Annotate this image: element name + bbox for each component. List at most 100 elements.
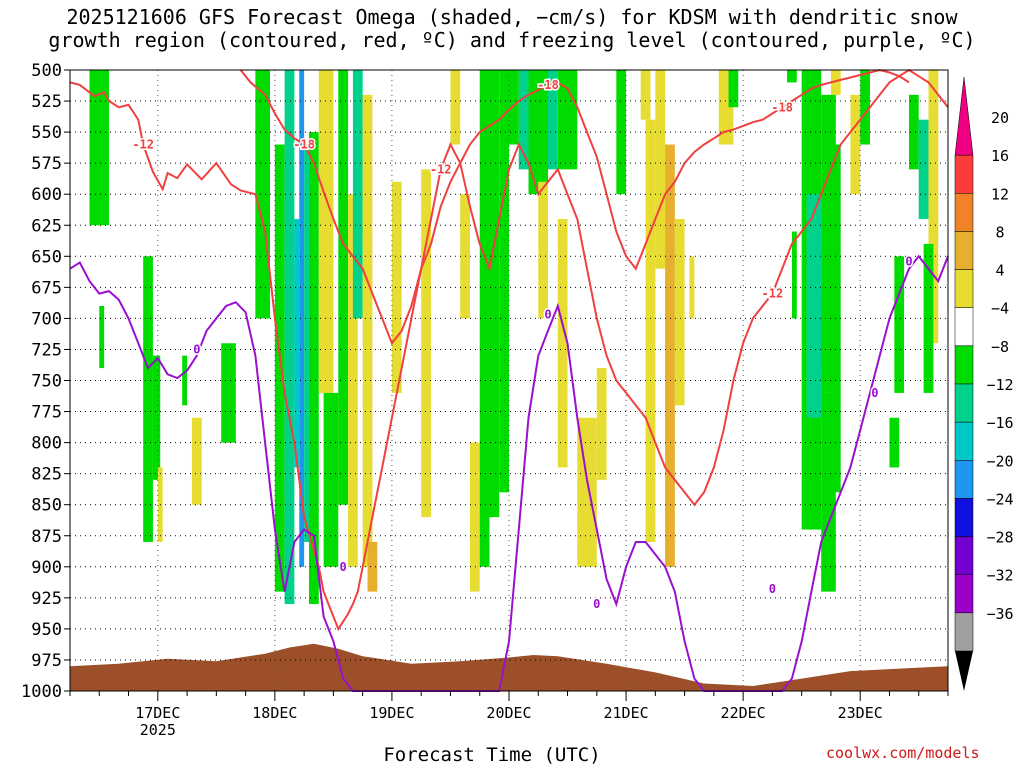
colorbar-label-0: 20 xyxy=(991,109,1009,127)
x-tick-label-18DEC: 18DEC xyxy=(252,704,297,722)
x-tick-label-21DEC: 21DEC xyxy=(603,704,648,722)
omega-cell-58 xyxy=(860,70,870,145)
colorbar-label-9: −20 xyxy=(986,452,1013,470)
dendritic-contour-label-0-1: -12 xyxy=(430,162,452,176)
x-tick-label-22DEC: 22DEC xyxy=(721,704,766,722)
colorbar-segment-4 xyxy=(954,269,974,308)
colorbar-over-arrow xyxy=(954,76,974,156)
x-tick-sublabel-17DEC: 2025 xyxy=(140,721,176,739)
omega-cell-34 xyxy=(557,70,578,170)
omega-cell-30 xyxy=(509,70,519,145)
terrain-layer xyxy=(70,643,948,691)
omega-cell-62 xyxy=(918,119,929,220)
omega-cell-38 xyxy=(596,368,607,480)
colorbar-label-13: −36 xyxy=(986,605,1013,623)
omega-cell-11 xyxy=(294,219,300,468)
omega-cell-22 xyxy=(391,181,402,393)
omega-cell-15 xyxy=(318,70,334,393)
omega-cell-19 xyxy=(352,70,363,319)
freezing-level-label-3: 0 xyxy=(769,582,776,596)
omega-cell-29 xyxy=(499,70,509,493)
omega-cell-17 xyxy=(338,70,349,505)
colorbar-segment-7 xyxy=(954,383,974,423)
omega-cell-64 xyxy=(923,243,934,393)
colorbar-label-12: −32 xyxy=(986,567,1013,585)
y-tick-label-750: 750 xyxy=(31,372,62,392)
omega-cell-27 xyxy=(479,70,490,567)
omega-cell-39 xyxy=(616,70,627,195)
colorbar-label-4: 4 xyxy=(995,262,1004,280)
dendritic-contour-label-0-2: -12 xyxy=(762,287,784,301)
omega-cell-35 xyxy=(538,181,549,319)
omega-cell-57 xyxy=(850,94,861,195)
colorbar-segment-3 xyxy=(954,231,974,270)
grid-layer xyxy=(70,70,948,691)
omega-cell-14 xyxy=(309,132,319,605)
colorbar-label-11: −28 xyxy=(986,529,1013,547)
dendritic-contour-label-1-2: -18 xyxy=(771,100,793,114)
y-tick-label-650: 650 xyxy=(31,247,62,267)
x-tick-label-19DEC: 19DEC xyxy=(369,704,414,722)
omega-cell-3 xyxy=(152,355,161,480)
colorbar-under-arrow xyxy=(955,651,973,691)
omega-cell-24 xyxy=(450,70,461,145)
freezing-level-label-4: 0 xyxy=(871,386,878,400)
chart-title-line-2: growth region (contoured, red, ºC) and f… xyxy=(48,28,976,52)
y-tick-label-800: 800 xyxy=(31,434,62,454)
omega-cell-47 xyxy=(728,70,739,108)
colorbar-segment-1 xyxy=(954,154,974,194)
omega-cell-23 xyxy=(421,169,431,518)
y-tick-label-875: 875 xyxy=(31,527,62,547)
y-tick-label-550: 550 xyxy=(31,123,62,143)
omega-cell-1 xyxy=(99,305,105,369)
omega-cell-18 xyxy=(348,194,358,567)
colorbar-segment-8 xyxy=(954,421,974,461)
omega-cell-28 xyxy=(489,70,500,518)
colorbar-segment-9 xyxy=(954,460,974,499)
colorbar: 20 16 12 8 4 −4 −8 −12 −16 −20 −24 −28 −32 −36 xyxy=(954,76,1014,691)
omega-cell-8 xyxy=(255,70,270,319)
omega-cell-0 xyxy=(89,70,110,226)
omega-cell-61 xyxy=(908,94,919,170)
colorbar-label-6: −8 xyxy=(991,338,1009,356)
omega-cell-43 xyxy=(665,144,675,567)
y-axis: 500 525 550 575 600 625 650 675 700 725 750 775 800 8… xyxy=(21,61,70,702)
chart-title: 2025121606 GFS Forecast Omega (shaded, −… xyxy=(0,6,1024,52)
y-tick-label-725: 725 xyxy=(31,340,62,360)
omega-cell-45 xyxy=(689,256,695,319)
colorbar-label-8: −16 xyxy=(986,414,1013,432)
dendritic-contour-label-1-1: -18 xyxy=(537,78,559,92)
credit-text: coolwx.com/models xyxy=(826,744,980,762)
freezing-level-label-6: 0 xyxy=(544,308,551,322)
omega-cell-44 xyxy=(674,219,685,406)
colorbar-segment-12 xyxy=(954,574,974,614)
omega-cell-41 xyxy=(645,119,656,542)
contour-layer: -12 -12 -12 -18 -18 -18 0 0 0 0 0 0 0 xyxy=(69,68,949,692)
freezing-level-label-2: 0 xyxy=(593,597,600,611)
dendritic-contour-0 xyxy=(69,68,949,632)
colorbar-label-1: 16 xyxy=(991,147,1009,165)
colorbar-segment-5 xyxy=(954,307,974,347)
y-tick-label-575: 575 xyxy=(31,154,62,174)
freezing-level-label-1: 0 xyxy=(340,560,347,574)
colorbar-label-10: −24 xyxy=(986,490,1013,508)
omega-cell-5 xyxy=(182,355,188,406)
y-tick-label-625: 625 xyxy=(31,216,62,236)
chart-title-line-1: 2025121606 GFS Forecast Omega (shaded, −… xyxy=(66,5,958,29)
colorbar-segment-2 xyxy=(954,193,974,232)
omega-cell-9 xyxy=(274,144,285,592)
omega-cell-36 xyxy=(557,219,568,468)
y-tick-label-950: 950 xyxy=(31,620,62,640)
x-tick-label-20DEC: 20DEC xyxy=(486,704,531,722)
colorbar-label-2: 12 xyxy=(991,185,1009,203)
omega-cell-42 xyxy=(655,70,666,269)
freezing-level-label-5: 0 xyxy=(905,254,912,268)
omega-cell-12 xyxy=(299,70,305,567)
y-tick-label-525: 525 xyxy=(31,92,62,112)
omega-cell-7 xyxy=(221,343,236,443)
dendritic-contour-1 xyxy=(239,68,910,346)
dendritic-contour-label-0-0: -12 xyxy=(132,138,154,152)
omega-cell-13 xyxy=(304,144,310,542)
